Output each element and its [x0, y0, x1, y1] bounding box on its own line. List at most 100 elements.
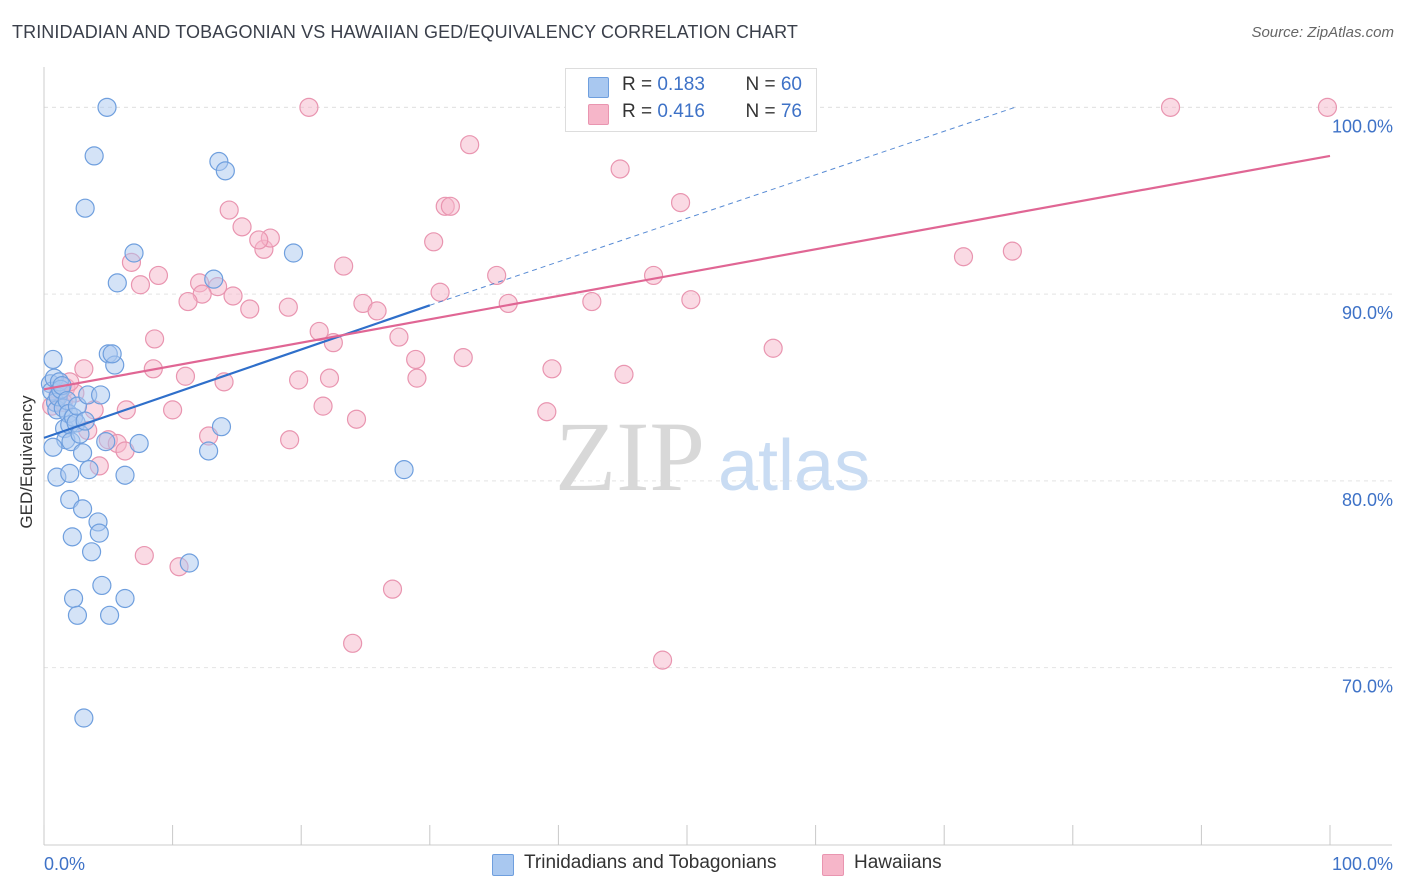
- point-hawaiian: [175, 366, 196, 386]
- point-hawaiian: [582, 291, 602, 312]
- point-hawaiian: [346, 409, 367, 429]
- chart-title: TRINIDADIAN AND TOBAGONIAN VS HAWAIIAN G…: [12, 22, 799, 42]
- point-hawaiian: [407, 368, 427, 388]
- point-hawaiian: [537, 402, 557, 422]
- y-tick-label: 70.0%: [1342, 677, 1393, 697]
- grid-layer: [44, 106, 1392, 669]
- point-trinidadian: [179, 553, 199, 573]
- point-hawaiian: [460, 135, 480, 155]
- y-tick-label: 90.0%: [1342, 303, 1393, 323]
- x-tick-label: 100.0%: [1332, 854, 1393, 874]
- point-trinidadian: [67, 605, 88, 625]
- point-hawaiian: [614, 364, 634, 384]
- point-hawaiian: [382, 579, 403, 599]
- stats-legend: R = 0.183 N = 60 R = 0.416 N = 76: [565, 68, 817, 132]
- point-hawaiian: [1160, 97, 1181, 117]
- point-trinidadian: [394, 460, 414, 480]
- point-trinidadian: [81, 542, 102, 562]
- watermark-zip: ZIP: [555, 401, 705, 512]
- legend-r-value: 0.183: [657, 74, 705, 95]
- point-trinidadian: [60, 489, 80, 510]
- legend-swatch-blue: [588, 77, 609, 98]
- point-hawaiian: [130, 275, 151, 295]
- point-trinidadian: [115, 588, 135, 609]
- point-hawaiian: [406, 349, 426, 370]
- point-hawaiian: [1317, 97, 1338, 117]
- point-hawaiian: [681, 290, 701, 310]
- point-hawaiian: [334, 256, 354, 276]
- point-trinidadian: [283, 243, 304, 263]
- point-hawaiian: [542, 359, 562, 379]
- point-hawaiian: [232, 217, 252, 237]
- point-hawaiian: [453, 347, 473, 368]
- point-trinidadian: [99, 605, 120, 625]
- point-hawaiian: [144, 329, 165, 349]
- legend-swatch-pink: [588, 104, 609, 125]
- point-hawaiian: [134, 545, 154, 566]
- point-hawaiian: [343, 633, 363, 653]
- point-hawaiian: [240, 299, 260, 319]
- point-trinidadian: [97, 97, 117, 117]
- point-hawaiian: [1002, 241, 1022, 261]
- series-name-pink: Hawaiians: [854, 852, 942, 873]
- legend-n-label: N =: [745, 101, 781, 122]
- y-tick-label: 80.0%: [1342, 490, 1393, 510]
- point-trinidadian: [60, 463, 80, 483]
- trend-line-blue: [43, 304, 431, 439]
- point-trinidadian: [211, 417, 232, 437]
- point-hawaiian: [430, 282, 450, 302]
- axes-layer: [43, 67, 1392, 846]
- watermark-atlas: atlas: [718, 426, 870, 506]
- legend-r-label: R =: [622, 74, 658, 95]
- point-hawaiian: [440, 196, 460, 216]
- point-hawaiian: [424, 232, 444, 252]
- series-name-blue: Trinidadians and Tobagonians: [524, 852, 777, 873]
- point-hawaiian: [223, 286, 243, 306]
- point-trinidadian: [102, 344, 122, 364]
- point-hawaiian: [219, 200, 239, 220]
- point-hawaiian: [249, 230, 269, 250]
- trend-layer: [43, 106, 1331, 439]
- point-hawaiian: [763, 338, 783, 358]
- point-hawaiian: [313, 396, 333, 416]
- point-hawaiian: [367, 301, 387, 321]
- point-trinidadian: [199, 441, 219, 461]
- point-trinidadian: [107, 273, 127, 293]
- point-trinidadian: [124, 243, 144, 263]
- point-hawaiian: [389, 327, 409, 347]
- point-trinidadian: [90, 385, 111, 405]
- point-trinidadian: [63, 588, 84, 609]
- point-hawaiian: [163, 400, 183, 420]
- legend-r-value: 0.416: [657, 101, 705, 122]
- point-hawaiian: [278, 297, 298, 317]
- point-trinidadian: [115, 465, 135, 485]
- trend-line-blue-extension: [429, 106, 1016, 306]
- series-swatch-pink: [822, 854, 844, 876]
- y-tick-label: 100.0%: [1332, 116, 1393, 136]
- point-hawaiian: [670, 192, 691, 213]
- labels-layer: 70.0% 80.0% 90.0% 100.0% 0.0% 100.0%: [44, 116, 1393, 874]
- point-hawaiian: [280, 430, 300, 450]
- point-hawaiian: [953, 247, 974, 267]
- point-trinidadian: [72, 443, 93, 463]
- point-hawaiian: [610, 159, 630, 179]
- point-hawaiian: [652, 650, 673, 670]
- y-axis-label: GED/Equivalency: [17, 395, 36, 529]
- point-hawaiian: [299, 97, 319, 117]
- point-trinidadian: [79, 460, 99, 480]
- legend-n-value: 60: [780, 74, 802, 95]
- legend-n-value: 76: [780, 101, 802, 122]
- point-trinidadian: [43, 437, 63, 457]
- point-trinidadian: [62, 527, 82, 547]
- point-trinidadian: [215, 161, 235, 181]
- x-tick-label: 0.0%: [44, 854, 85, 874]
- point-hawaiian: [487, 265, 507, 286]
- point-trinidadian: [43, 349, 63, 370]
- point-hawaiian: [319, 368, 340, 388]
- point-trinidadian: [72, 499, 93, 519]
- point-trinidadian: [92, 575, 112, 596]
- source-credit: Source: ZipAtlas.com: [1251, 24, 1394, 41]
- point-trinidadian: [75, 198, 95, 218]
- series-swatch-blue: [492, 854, 514, 876]
